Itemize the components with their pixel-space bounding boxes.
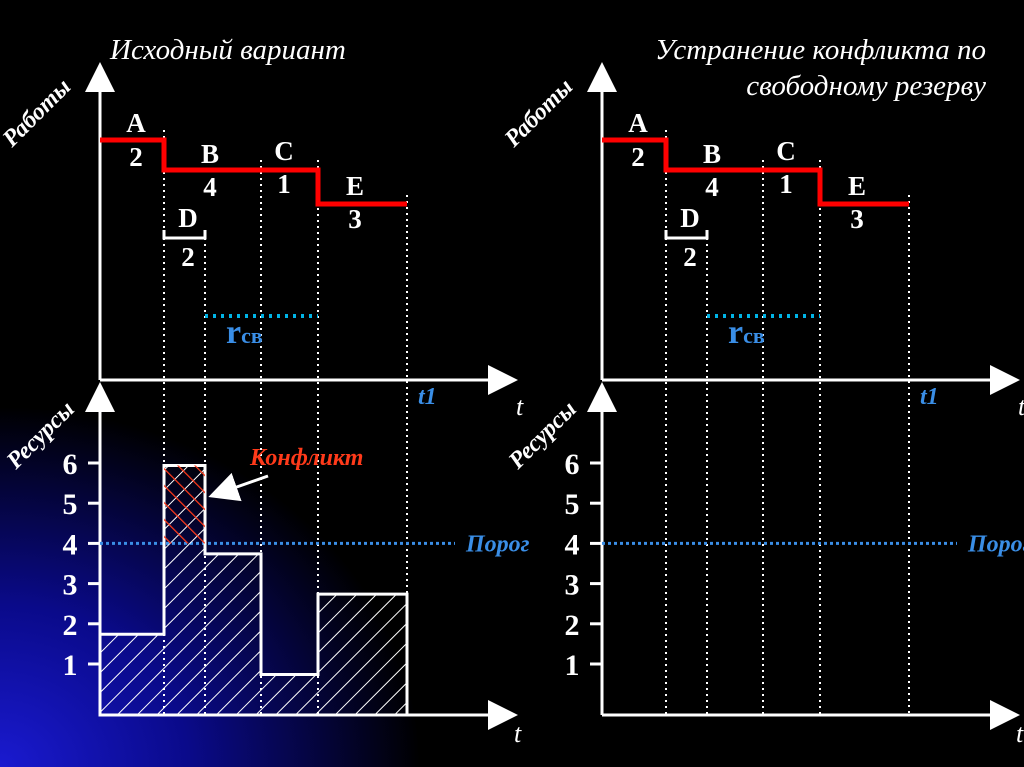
task-d-bar	[162, 230, 207, 240]
y-tick-label: 1	[565, 649, 580, 682]
t1-label: t1	[920, 384, 939, 410]
task-name-E: E	[346, 171, 364, 201]
task-duration-B: 4	[705, 172, 719, 202]
task-name-A: A	[628, 108, 648, 138]
task-duration-E: 3	[850, 204, 864, 234]
y-tick-label: 1	[63, 649, 78, 682]
task-name-D: D	[178, 203, 198, 233]
y-tick-label: 5	[63, 488, 78, 521]
panel-title-original: Исходный вариант	[110, 32, 346, 68]
y-tick-label: 4	[63, 528, 78, 561]
critical-path-line	[602, 137, 909, 207]
x-axis-label: t	[1016, 719, 1024, 748]
y-axis-label: Работы	[499, 74, 578, 153]
task-duration-A: 2	[631, 142, 645, 172]
task-duration-B: 4	[203, 172, 217, 202]
free-reserve-label: rсв	[728, 314, 765, 351]
task-name-D: D	[680, 203, 700, 233]
task-duration-C: 1	[277, 169, 291, 199]
free-reserve-label: rсв	[226, 314, 263, 351]
task-name-E: E	[848, 171, 866, 201]
conflict-area	[164, 465, 205, 544]
task-duration-D: 2	[683, 242, 697, 272]
conflict-label: Конфликт	[249, 445, 363, 471]
x-axis-label: t	[514, 719, 522, 748]
t1-label: t1	[418, 384, 437, 410]
task-duration-D: 2	[181, 242, 195, 272]
task-name-B: B	[703, 139, 721, 169]
x-axis-label: t	[516, 392, 524, 421]
conflict-arrow	[208, 472, 269, 502]
y-tick-label: 5	[565, 488, 580, 521]
y-axis-label: Работы	[0, 74, 76, 153]
critical-path-line	[100, 137, 407, 207]
task-name-C: C	[776, 136, 796, 166]
y-tick-label: 3	[565, 569, 580, 602]
task-d-bar	[664, 230, 709, 240]
threshold-label: Порог	[465, 531, 530, 557]
y-tick-label: 4	[565, 528, 580, 561]
panel-title-resolved: Устранение конфликта по свободному резер…	[655, 32, 986, 104]
y-tick-label: 6	[565, 448, 580, 481]
task-name-A: A	[126, 108, 146, 138]
resource-histogram	[98, 463, 409, 717]
task-duration-E: 3	[348, 204, 362, 234]
title-line: свободному резерву	[746, 70, 986, 102]
task-name-C: C	[274, 136, 294, 166]
y-tick-label: 6	[63, 448, 78, 481]
y-tick-label: 2	[63, 609, 78, 642]
title-line: Исходный вариант	[110, 34, 346, 66]
task-duration-A: 2	[129, 142, 143, 172]
task-duration-C: 1	[779, 169, 793, 199]
title-line: Устранение конфликта по	[655, 34, 986, 66]
x-axis-label: t	[1018, 392, 1024, 421]
threshold-label: Порог	[967, 531, 1024, 557]
task-name-B: B	[201, 139, 219, 169]
y-tick-label: 2	[565, 609, 580, 642]
y-tick-label: 3	[63, 569, 78, 602]
